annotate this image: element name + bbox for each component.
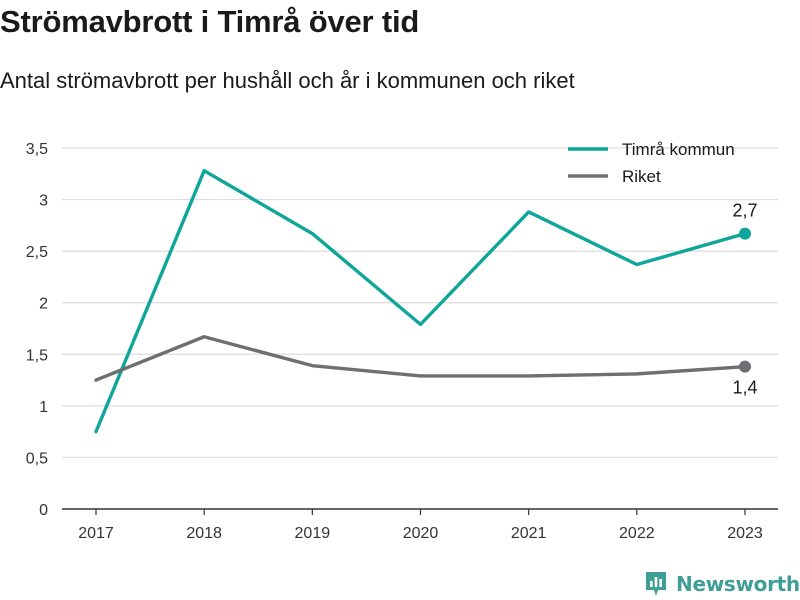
series-line-timra-kommun: [94, 168, 747, 434]
x-tick-label: 2017: [78, 525, 114, 542]
y-tick-label: 3,5: [26, 141, 48, 158]
newsworthy-logo-text: Newsworthy: [676, 572, 800, 596]
y-tick-label: 1,5: [26, 347, 48, 364]
y-tick-label: 0: [39, 502, 48, 519]
x-tick-label: 2019: [295, 525, 331, 542]
legend-label: Riket: [622, 167, 661, 186]
chart-subtitle: Antal strömavbrott per hushåll och år i …: [0, 68, 575, 93]
end-value-label: 1,4: [732, 378, 757, 398]
x-tick-label: 2022: [619, 525, 655, 542]
data-point: [739, 227, 751, 240]
x-tick-label: 2023: [727, 525, 763, 542]
legend-label: Timrå kommun: [622, 140, 735, 159]
series-line-riket: [94, 335, 747, 382]
y-tick-label: 0,5: [26, 450, 48, 467]
chart-title: Strömavbrott i Timrå över tid: [0, 4, 420, 39]
data-point: [739, 360, 751, 373]
newsworthy-logo: Newsworthy: [644, 568, 800, 600]
x-tick-label: 2021: [511, 525, 547, 542]
y-tick-label: 1: [39, 399, 48, 416]
end-value-label: 2,7: [732, 201, 757, 221]
y-tick-label: 2: [39, 296, 48, 313]
x-tick-label: 2020: [403, 525, 439, 542]
newsworthy-logo-icon: [646, 572, 666, 596]
y-tick-label: 3: [39, 193, 48, 210]
x-tick-label: 2018: [186, 525, 222, 542]
y-tick-label: 2,5: [26, 244, 48, 261]
